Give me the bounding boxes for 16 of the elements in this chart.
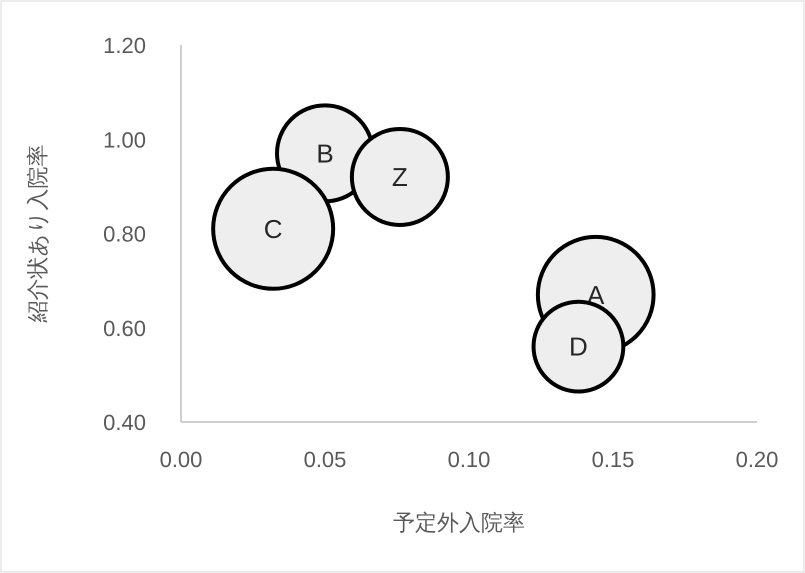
series-label: D xyxy=(569,332,588,362)
y-tick-label: 0.60 xyxy=(103,316,146,341)
series-label: C xyxy=(264,214,283,244)
x-tick-label: 0.15 xyxy=(592,447,634,472)
y-tick-label: 1.00 xyxy=(103,127,146,152)
series-label: Z xyxy=(392,162,408,192)
y-tick-label: 0.40 xyxy=(103,410,146,435)
y-axis-title: 紹介状あり入院率 xyxy=(25,144,50,324)
y-tick-label: 1.20 xyxy=(103,33,146,58)
y-tick-label: 0.80 xyxy=(103,222,146,246)
x-tick-label: 0.05 xyxy=(304,447,346,472)
x-tick-label: 0.10 xyxy=(448,447,490,472)
x-tick-label: 0.00 xyxy=(160,447,202,472)
x-axis-title: 予定外入院率 xyxy=(393,510,525,535)
series-label: B xyxy=(316,138,334,168)
x-tick-label: 0.20 xyxy=(736,447,778,472)
